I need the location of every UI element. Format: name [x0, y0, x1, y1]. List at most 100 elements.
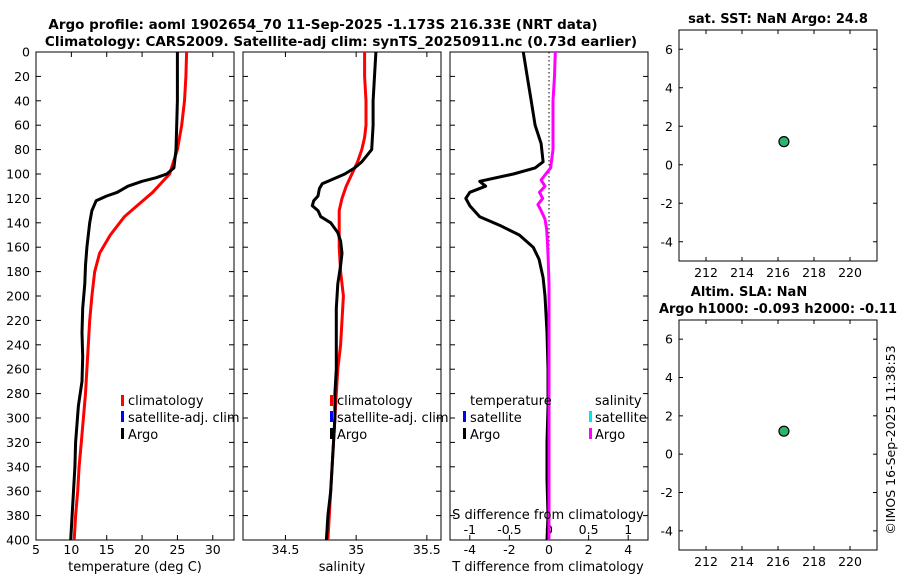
- legend-label-t-argo: Argo: [470, 428, 500, 443]
- legend-swatch-t-satellite: [463, 411, 466, 422]
- y-tick-label: 380: [6, 508, 30, 523]
- x-tick-label: 218: [802, 554, 826, 569]
- x-tick-label: 0: [545, 542, 553, 557]
- y-tick-label: 0: [665, 157, 673, 172]
- series-line-S-argo-diff: [536, 51, 557, 540]
- depth-axis: 0 20 40 60 80 100 120 140 160 180 200 220 240 260 280 3…: [6, 45, 648, 548]
- legend-swatch-s-satellite: [589, 411, 592, 422]
- x-tick-label: 214: [730, 554, 754, 569]
- legend-swatch-argo: [330, 428, 333, 439]
- y-tick-label: 360: [6, 484, 30, 499]
- sla-title: Altim. SLA: NaN: [691, 285, 807, 300]
- sst-axes-ticks: 212 214 216 218 220 6 4 2 0 -2 -4: [661, 30, 877, 280]
- y-tick-label: 200: [6, 289, 30, 304]
- temperature-series: [69, 51, 189, 541]
- y-tick-label: 320: [6, 435, 30, 450]
- legend-label-s-argo: Argo: [595, 428, 625, 443]
- sst-panel: sat. SST: NaN Argo: 24.8 212 214 216 218 220…: [661, 12, 878, 280]
- s-difference-x-label: S difference from climatology: [452, 508, 644, 523]
- figure-title-line2: Climatology: CARS2009. Satellite-adj cli…: [45, 34, 637, 50]
- series-line-climatology: [326, 52, 368, 541]
- sla-subtitle: Argo h1000: -0.093 h2000: -0.11: [659, 302, 897, 317]
- y-tick-label: 260: [6, 362, 30, 377]
- data-point: [778, 425, 790, 437]
- difference-series: [464, 51, 557, 541]
- legend-swatch-satellite: [330, 411, 333, 422]
- legend-label-satellite: satellite-adj. clim: [128, 411, 240, 426]
- t-difference-x-axis: -4 -2 0 2 4: [464, 535, 632, 557]
- series-line-argo: [69, 52, 179, 541]
- x-tick-label: 2: [585, 542, 593, 557]
- y-tick-label: -4: [661, 234, 674, 249]
- top-x-tick-label: 1: [624, 522, 632, 537]
- y-tick-label: -2: [661, 485, 673, 500]
- salinity-legend: climatology satellite-adj. clim Argo: [330, 394, 449, 443]
- temperature-legend: climatology satellite-adj. clim Argo: [121, 394, 240, 443]
- sla-panel: Altim. SLA: NaN Argo h1000: -0.093 h2000…: [659, 285, 897, 569]
- legend-swatch-s-argo: [589, 428, 592, 439]
- salinity-x-label: salinity: [319, 560, 366, 575]
- legend-label-argo: Argo: [337, 428, 367, 443]
- x-tick-label: 4: [624, 542, 632, 557]
- temperature-panel: 0204060801001201401601802002202402602803…: [6, 45, 648, 575]
- x-tick-label: -2: [503, 542, 515, 557]
- y-tick-label: 0: [22, 45, 30, 60]
- y-tick-label: 80: [14, 142, 30, 157]
- sst-title: sat. SST: NaN Argo: 24.8: [688, 12, 868, 27]
- y-tick-label: 220: [6, 313, 30, 328]
- x-tick-label: 216: [766, 265, 790, 280]
- series-line-T-argo-diff: [464, 51, 550, 541]
- data-point: [778, 136, 790, 148]
- temperature-x-axis: 5 10 15 20 25 30: [32, 52, 221, 557]
- t-difference-x-label: T difference from climatology: [451, 560, 644, 575]
- temperature-axes: [35, 51, 235, 541]
- y-tick-label: 160: [6, 240, 30, 255]
- x-tick-label: 214: [730, 265, 754, 280]
- x-tick-label: 20: [134, 542, 150, 557]
- y-tick-label: 300: [6, 411, 30, 426]
- sla-axes-ticks: 212 214 216 218 220 6 4 2 0 -2 -4: [661, 320, 877, 569]
- y-tick-label: 120: [6, 191, 30, 206]
- series-line-argo: [310, 51, 378, 541]
- y-tick-label: 400: [6, 533, 30, 548]
- y-tick-label: 6: [665, 332, 673, 347]
- y-tick-label: 180: [6, 264, 30, 279]
- x-tick-label: 218: [802, 265, 826, 280]
- difference-legend: temperature satellite Argo salinity sate…: [463, 394, 647, 443]
- series-line-climatology: [72, 51, 189, 541]
- legend-swatch-argo: [121, 428, 124, 439]
- sla-points: [778, 425, 790, 437]
- imos-timestamp: ©IMOS 16-Sep-2025 11:38:53: [883, 345, 898, 534]
- x-tick-label: 35.5: [413, 542, 441, 557]
- figure-title-line1: Argo profile: aoml 1902654_70 11-Sep-202…: [48, 17, 597, 33]
- temperature-x-label: temperature (deg C): [68, 560, 202, 575]
- x-tick-label: 30: [205, 542, 221, 557]
- x-tick-label: 35: [348, 542, 364, 557]
- y-tick-label: 2: [665, 119, 673, 134]
- salinity-axes: [242, 51, 442, 541]
- y-tick-label: -4: [661, 523, 674, 538]
- y-tick-label: 20: [14, 69, 30, 84]
- legend-label-s-satellite: satellite: [595, 411, 647, 426]
- legend-label-argo: Argo: [128, 428, 158, 443]
- legend-title-salinity: salinity: [595, 394, 642, 409]
- y-tick-label: 280: [6, 386, 30, 401]
- top-x-tick-label: -1: [464, 522, 476, 537]
- x-tick-label: 25: [169, 542, 185, 557]
- legend-label-climatology: climatology: [337, 394, 413, 409]
- y-tick-label: 0: [665, 447, 673, 462]
- salinity-x-axis: 34.5 35 35.5: [272, 52, 441, 557]
- legend-label-t-satellite: satellite: [470, 411, 522, 426]
- x-tick-label: 34.5: [272, 542, 300, 557]
- legend-title-temperature: temperature: [470, 394, 552, 409]
- x-tick-label: 10: [63, 542, 79, 557]
- x-tick-label: 220: [838, 265, 862, 280]
- y-tick-label: 240: [6, 337, 30, 352]
- sst-axes: [678, 29, 878, 262]
- legend-label-satellite: satellite-adj. clim: [337, 411, 449, 426]
- y-tick-label: 6: [665, 42, 673, 57]
- x-tick-label: -4: [464, 542, 477, 557]
- legend-swatch-satellite: [121, 411, 124, 422]
- sst-points: [778, 136, 790, 148]
